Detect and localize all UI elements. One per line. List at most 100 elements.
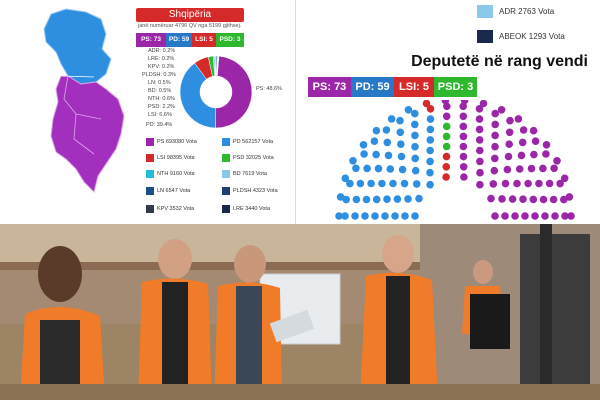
seat-ps[interactable] — [527, 164, 536, 173]
seat-ps[interactable] — [475, 136, 484, 144]
seat-pd[interactable] — [386, 165, 395, 173]
seat-pd[interactable] — [397, 140, 405, 148]
seat-pd[interactable] — [370, 137, 379, 145]
seat-ps[interactable] — [542, 150, 550, 158]
seat-ps[interactable] — [531, 212, 539, 220]
seat-ps[interactable] — [476, 180, 484, 189]
seat-pd[interactable] — [426, 115, 435, 123]
seat-pd[interactable] — [335, 212, 343, 220]
seat-ps[interactable] — [476, 168, 484, 177]
seat-pd[interactable] — [384, 151, 393, 160]
seat-ps[interactable] — [542, 141, 551, 149]
seat-pd[interactable] — [398, 165, 407, 174]
seat-psd[interactable] — [442, 132, 451, 141]
seat-pd[interactable] — [371, 212, 379, 220]
seat-pd[interactable] — [426, 157, 434, 166]
legend-item[interactable]: BD 7619 Vota — [222, 170, 267, 178]
seat-pd[interactable] — [381, 212, 389, 220]
seat-ps[interactable] — [459, 142, 468, 151]
seat-pd[interactable] — [396, 116, 404, 125]
seat-pd[interactable] — [341, 174, 350, 183]
legend-item[interactable]: ABEOK 1293 Vota — [477, 30, 565, 43]
seat-ps[interactable] — [491, 142, 499, 151]
seat-ps[interactable] — [524, 179, 532, 188]
seat-pd[interactable] — [411, 120, 419, 129]
legend-item[interactable]: KPV 3532 Vota — [146, 205, 194, 213]
seat-ps[interactable] — [475, 115, 484, 123]
seat-ps[interactable] — [518, 138, 527, 147]
donut-slice-adr[interactable] — [216, 55, 220, 77]
seat-pd[interactable] — [372, 150, 380, 159]
seat-pd[interactable] — [426, 146, 434, 155]
seat-pd[interactable] — [372, 195, 381, 204]
seat-pd[interactable] — [378, 179, 386, 188]
tag-psd[interactable]: PSD: 3 — [434, 77, 477, 97]
seat-ps[interactable] — [514, 115, 523, 123]
seat-pd[interactable] — [404, 106, 413, 114]
seat-ps[interactable] — [505, 128, 514, 137]
seat-psd[interactable] — [442, 122, 451, 131]
seat-ps[interactable] — [501, 212, 509, 220]
seat-pd[interactable] — [351, 212, 359, 220]
seat-ps[interactable] — [541, 212, 549, 220]
seat-pd[interactable] — [336, 193, 345, 201]
seat-ps[interactable] — [491, 109, 499, 118]
seat-pd[interactable] — [393, 195, 402, 203]
seat-pd[interactable] — [404, 195, 412, 203]
tag-lsi[interactable]: LSI: 5 — [394, 77, 434, 97]
seat-ps[interactable] — [459, 122, 468, 131]
seat-ps[interactable] — [479, 100, 488, 108]
seat-ps[interactable] — [553, 157, 561, 165]
seat-ps[interactable] — [506, 116, 514, 125]
seat-ps[interactable] — [491, 154, 499, 163]
seat-pd[interactable] — [349, 157, 357, 165]
seat-ps[interactable] — [497, 106, 506, 114]
seat-ps[interactable] — [498, 195, 506, 203]
tag-pd[interactable]: PD: 59 — [166, 33, 192, 47]
seat-ps[interactable] — [487, 194, 495, 203]
seat-pd[interactable] — [387, 115, 396, 123]
seat-pd[interactable] — [361, 212, 369, 220]
seat-ps[interactable] — [459, 102, 467, 111]
seat-ps[interactable] — [503, 165, 512, 174]
seat-pd[interactable] — [341, 212, 349, 220]
seat-pd[interactable] — [415, 194, 423, 203]
seat-pd[interactable] — [411, 142, 419, 151]
seat-pd[interactable] — [362, 195, 371, 204]
seat-pd[interactable] — [356, 179, 365, 188]
seat-pd[interactable] — [401, 212, 409, 220]
legend-item[interactable]: PSD 32025 Vota — [222, 154, 274, 162]
seat-lsi[interactable] — [442, 173, 450, 181]
seat-pd[interactable] — [359, 141, 368, 149]
seat-ps[interactable] — [511, 212, 519, 220]
seat-pd[interactable] — [411, 109, 419, 118]
parliament-hemicycle[interactable] — [335, 100, 575, 220]
seat-ps[interactable] — [476, 157, 484, 166]
seat-pd[interactable] — [352, 195, 361, 204]
legend-item[interactable]: LRE 3440 Vota — [222, 205, 270, 213]
seat-ps[interactable] — [567, 212, 575, 220]
seat-ps[interactable] — [475, 105, 484, 113]
seat-ps[interactable] — [508, 195, 517, 203]
seat-ps[interactable] — [530, 150, 538, 159]
vote-share-donut[interactable] — [176, 52, 256, 132]
seat-ps[interactable] — [521, 212, 529, 220]
seat-ps[interactable] — [459, 152, 468, 161]
seat-pd[interactable] — [372, 126, 381, 135]
legend-item[interactable]: PS 693080 Vota — [146, 138, 197, 146]
legend-item[interactable]: ADR 2763 Vota — [477, 5, 554, 18]
seat-pd[interactable] — [426, 168, 434, 177]
seat-pd[interactable] — [396, 128, 405, 137]
seat-pd[interactable] — [411, 131, 419, 140]
legend-item[interactable]: LN 6547 Vota — [146, 187, 190, 195]
legend-item[interactable]: PLDSH 4323 Vota — [222, 187, 278, 195]
seat-lsi[interactable] — [426, 105, 435, 113]
seat-pd[interactable] — [383, 138, 392, 147]
seat-pd[interactable] — [411, 166, 420, 175]
seat-ps[interactable] — [561, 212, 569, 220]
seat-ps[interactable] — [529, 126, 538, 135]
seat-ps[interactable] — [513, 179, 521, 188]
legend-item[interactable]: NTH 9160 Vota — [146, 170, 195, 178]
seat-psd[interactable] — [442, 142, 451, 151]
seat-ps[interactable] — [529, 195, 538, 204]
